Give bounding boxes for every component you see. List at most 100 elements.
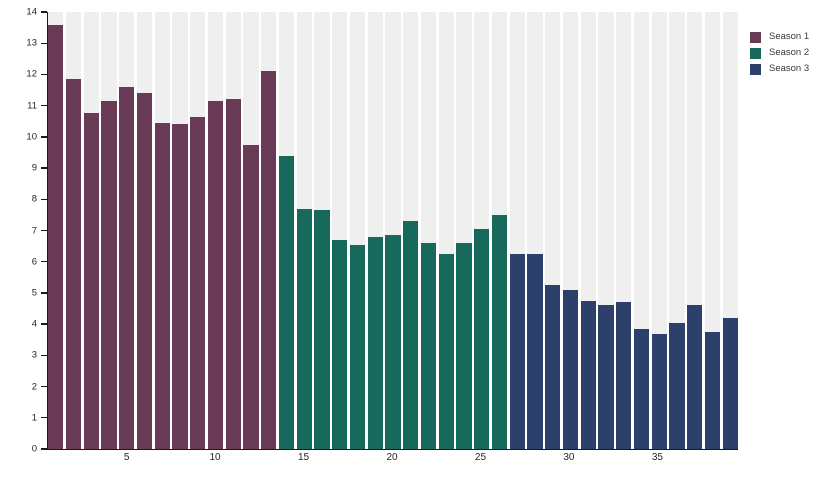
bar: [207, 100, 224, 449]
x-tick-label: 35: [651, 452, 663, 463]
bar: [190, 116, 206, 449]
legend-label: Season 1: [769, 31, 810, 43]
bar: [669, 322, 685, 449]
y-tick-label: 0: [31, 443, 37, 455]
bar: [83, 113, 99, 449]
legend-label: Season 3: [769, 63, 810, 75]
bar-slot-background: [545, 12, 561, 449]
y-tick-mark: [41, 104, 47, 107]
y-tick-mark: [41, 11, 47, 13]
bar-slot-background: [367, 12, 383, 449]
y-tick-label: 1: [31, 412, 37, 424]
y-tick-mark: [41, 417, 47, 419]
bar: [438, 253, 454, 449]
y-tick-mark: [41, 198, 47, 200]
y-tick-label: 7: [31, 224, 37, 236]
bar-slot-background: [332, 12, 348, 449]
bar: [101, 100, 117, 449]
y-tick-label: 9: [31, 162, 37, 174]
bar-slot-background: [154, 12, 170, 449]
y-tick-mark: [41, 136, 47, 138]
bar: [527, 253, 543, 449]
bar: [456, 243, 472, 449]
bar-slot-background: [261, 12, 277, 449]
bar: [314, 210, 330, 449]
bar: [296, 208, 312, 449]
bar-slot-background: [527, 12, 543, 449]
bar-slot-background: [314, 12, 330, 449]
bar-slot-background: [687, 12, 703, 449]
bar-slot-background: [83, 12, 99, 449]
bar-slot-background: [598, 12, 614, 449]
y-tick-label: 13: [26, 37, 37, 49]
bar: [65, 79, 82, 449]
bar: [332, 239, 348, 449]
bar-slot-background: [278, 12, 295, 449]
bar-slot-background: [633, 12, 650, 449]
bar: [545, 285, 561, 449]
y-tick-mark: [41, 261, 47, 263]
bar: [48, 24, 64, 449]
bar: [225, 99, 241, 449]
bar: [278, 155, 295, 449]
bar: [367, 236, 383, 449]
y-tick-label: 4: [31, 318, 37, 330]
legend-entry: Season 3: [750, 61, 809, 77]
bar-slot-background: [616, 12, 632, 449]
bar-slot-background: [491, 12, 508, 449]
bar-slot-background: [385, 12, 401, 449]
y-tick-label: 2: [31, 380, 37, 392]
bar-slot-background: [136, 12, 153, 449]
bar-slot-background: [172, 12, 188, 449]
bar-slot-background: [119, 12, 135, 449]
y-tick-mark: [41, 42, 47, 44]
bar-slot-background: [474, 12, 490, 449]
bar: [243, 144, 259, 449]
bar-slot-background: [403, 12, 419, 449]
bar: [562, 289, 579, 449]
bars-container: [48, 12, 738, 449]
y-tick-label: 8: [31, 193, 37, 205]
x-tick-label: 5: [123, 452, 130, 463]
y-tick-label: 5: [31, 287, 37, 299]
bar-slot-background: [562, 12, 579, 449]
bar: [722, 317, 738, 449]
bar: [261, 71, 277, 449]
bar-slot-background: [456, 12, 472, 449]
bar: [704, 331, 721, 449]
bar-slot-background: [243, 12, 259, 449]
bar: [616, 302, 632, 449]
y-tick-mark: [41, 229, 47, 232]
y-tick-label: 14: [26, 6, 37, 18]
y-tick-mark: [41, 292, 47, 294]
bar: [651, 333, 667, 449]
legend-label: Season 2: [769, 47, 810, 59]
bar-slot-background: [509, 12, 525, 449]
bar: [509, 253, 525, 449]
y-tick-label: 6: [31, 255, 37, 267]
bar: [403, 221, 419, 449]
bar: [420, 243, 437, 449]
legend: Season 1 Season 2 Season 3: [750, 29, 809, 77]
legend-entry: Season 2: [750, 45, 809, 61]
x-tick-label: 20: [386, 452, 398, 463]
legend-swatch-icon: [750, 47, 761, 59]
bar: [687, 305, 703, 449]
bar: [580, 300, 596, 449]
legend-swatch-icon: [750, 63, 761, 75]
bar: [385, 235, 401, 449]
x-tick-label: 25: [474, 452, 487, 463]
bar-slot-background: [669, 12, 685, 449]
bar: [598, 305, 614, 449]
bar-slot-background: [207, 12, 224, 449]
bar-slot-background: [651, 12, 667, 449]
bar: [119, 86, 135, 449]
y-tick-mark: [41, 73, 47, 76]
y-tick-mark: [41, 167, 47, 169]
bar-slot-background: [101, 12, 117, 449]
bar-slot-background: [65, 12, 82, 449]
y-tick-mark: [41, 354, 47, 356]
bar-slot-background: [349, 12, 366, 449]
bar-slot-background: [722, 12, 738, 449]
